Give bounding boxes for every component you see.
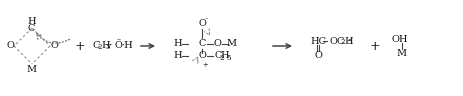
Text: H: H [173,39,182,48]
Text: C: C [214,51,221,60]
Text: M: M [396,48,406,58]
Text: ⁻: ⁻ [204,17,207,25]
Text: 2: 2 [97,43,102,51]
Text: 2: 2 [219,53,223,62]
Text: O: O [198,19,206,29]
Text: C: C [198,39,205,48]
Text: C: C [27,24,35,33]
Text: 5: 5 [105,43,109,51]
Text: O: O [50,41,58,50]
Text: 5: 5 [347,38,351,46]
Text: O: O [313,50,321,60]
Text: C: C [336,36,344,46]
Text: O: O [213,39,220,48]
Text: H: H [220,51,229,60]
Text: O: O [6,41,14,50]
Text: H: H [101,41,109,50]
Text: +: + [369,39,380,53]
Text: C: C [93,41,100,50]
Text: HC: HC [309,36,325,46]
Text: OH: OH [391,34,407,43]
Text: M: M [27,65,37,74]
Text: H: H [28,17,36,26]
Text: +: + [75,39,85,53]
Text: 2: 2 [340,38,344,46]
Text: ·H: ·H [121,41,132,50]
Text: O: O [198,51,206,60]
Text: +: + [202,61,207,69]
Text: ·: · [109,41,112,51]
Text: H: H [343,36,352,46]
Text: H: H [173,51,182,60]
Text: Ö: Ö [115,41,123,50]
Text: 5: 5 [226,53,230,62]
Text: M: M [226,39,237,48]
Text: O: O [329,36,337,46]
